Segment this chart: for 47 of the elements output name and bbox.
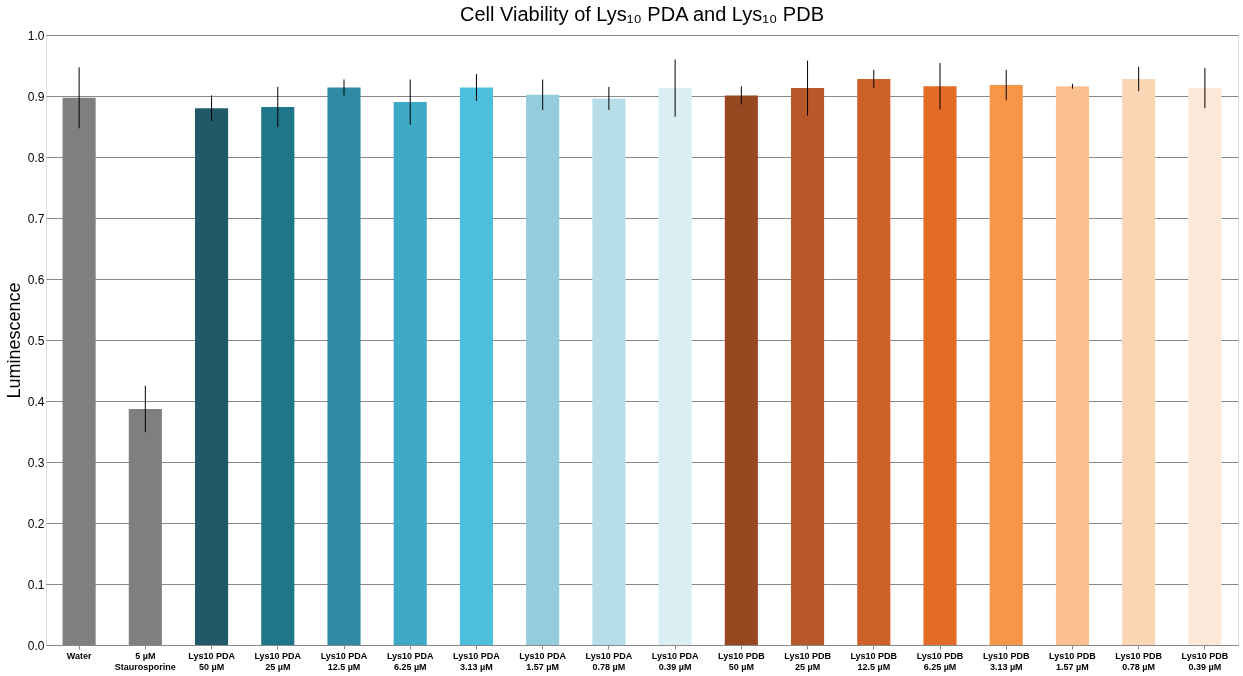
bar xyxy=(459,87,493,645)
bar xyxy=(1188,88,1222,645)
x-tick-label: Lys10 PDB 6.25 µM xyxy=(916,650,964,672)
y-tick-label: 0.5 xyxy=(27,333,45,348)
bar xyxy=(791,88,825,645)
y-tick-label: 0.9 xyxy=(27,89,45,104)
x-tick-label: Lys10 PDA 3.13 µM xyxy=(453,650,501,672)
bar xyxy=(724,95,758,645)
bar xyxy=(658,88,692,645)
x-tick-label: Lys10 PDB 0.78 µM xyxy=(1115,650,1163,672)
y-tick-label: 0.7 xyxy=(27,211,45,226)
x-tick-label: Lys10 PDA 25 µM xyxy=(254,650,302,672)
y-tick-label: 1.0 xyxy=(27,28,45,43)
x-tick-label: Lys10 PDB 12.5 µM xyxy=(850,650,898,672)
x-tick-label: Lys10 PDA 0.78 µM xyxy=(585,650,633,672)
y-tick-label: 0.2 xyxy=(27,516,45,531)
bar xyxy=(393,102,427,645)
x-tick-label: 5 µM Staurosporine xyxy=(114,650,176,672)
y-tick-label: 0.0 xyxy=(27,638,45,653)
x-tick-label: Lys10 PDA 12.5 µM xyxy=(320,650,368,672)
x-tick-label: Lys10 PDB 25 µM xyxy=(784,650,832,672)
x-tick-label: Lys10 PDA 50 µM xyxy=(188,650,236,672)
x-tick-label: Water xyxy=(66,650,92,661)
x-tick-label: Lys10 PDA 6.25 µM xyxy=(386,650,435,672)
chart-title: Cell Viability of Lys₁₀ PDA and Lys₁₀ PDB xyxy=(460,3,824,25)
bar xyxy=(592,98,626,645)
bar xyxy=(1122,78,1156,645)
x-tick-label: Lys10 PDA 1.57 µM xyxy=(519,650,567,672)
y-tick-label: 0.1 xyxy=(27,577,45,592)
bar xyxy=(261,106,295,645)
bar xyxy=(857,78,891,645)
bar xyxy=(923,86,957,645)
bar xyxy=(1055,86,1089,645)
y-tick-label: 0.3 xyxy=(27,455,45,470)
x-tick-label: Lys10 PDB 50 µM xyxy=(717,650,766,672)
x-tick-label: Lys10 PDB 3.13 µM xyxy=(982,650,1031,672)
x-tick-label: Lys10 PDB 0.39 µM xyxy=(1181,650,1229,672)
y-tick-label: 0.4 xyxy=(27,394,45,409)
bar xyxy=(526,94,560,645)
x-tick-label: Lys10 PDB 1.57 µM xyxy=(1049,650,1097,672)
x-tick-label: Lys10 PDA 0.39 µM xyxy=(651,650,699,672)
y-axis-title: Luminescence xyxy=(3,282,24,399)
bar xyxy=(989,85,1023,645)
y-tick-label: 0.6 xyxy=(27,272,45,287)
bar xyxy=(327,87,361,645)
bar xyxy=(195,108,229,645)
y-tick-label: 0.8 xyxy=(27,150,45,165)
